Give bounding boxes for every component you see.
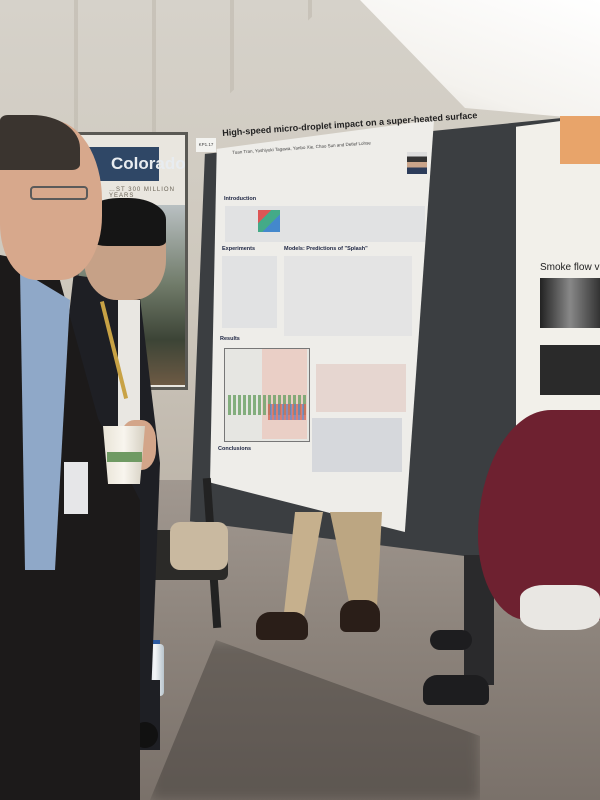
experiments-content [222, 256, 277, 328]
results-box-2 [312, 418, 402, 472]
name-badge [64, 462, 88, 514]
cup-sleeve-band [107, 452, 142, 462]
shoe [430, 630, 472, 650]
board-label: KP1.17 [196, 138, 216, 152]
shoe [256, 612, 308, 640]
smoke-photo [540, 345, 600, 395]
results-box-1 [316, 364, 406, 412]
glasses [30, 186, 88, 200]
section-conclusions: Conclusions [218, 446, 252, 452]
white-shirt [118, 300, 140, 430]
shoe [340, 600, 380, 632]
author-photo [407, 152, 427, 174]
section-results: Results [220, 336, 240, 342]
intro-figure [258, 210, 280, 232]
introduction-content [225, 206, 425, 242]
smoke-photo [540, 278, 600, 328]
results-chart-region [262, 349, 307, 439]
bag [170, 522, 228, 570]
adjacent-poster-header [560, 116, 600, 164]
models-content [284, 256, 412, 336]
shirt-cuff [520, 585, 600, 630]
section-experiments: Experiments [222, 246, 256, 252]
shoe [423, 675, 489, 705]
results-data-points [268, 404, 306, 420]
section-introduction: Introduction [224, 196, 257, 202]
section-models: Models: Predictions of "Splash" [284, 246, 368, 252]
adjacent-poster-heading: Smoke flow v [540, 262, 600, 273]
colorado-subtitle: …ST 300 MILLION YEARS [109, 187, 175, 199]
